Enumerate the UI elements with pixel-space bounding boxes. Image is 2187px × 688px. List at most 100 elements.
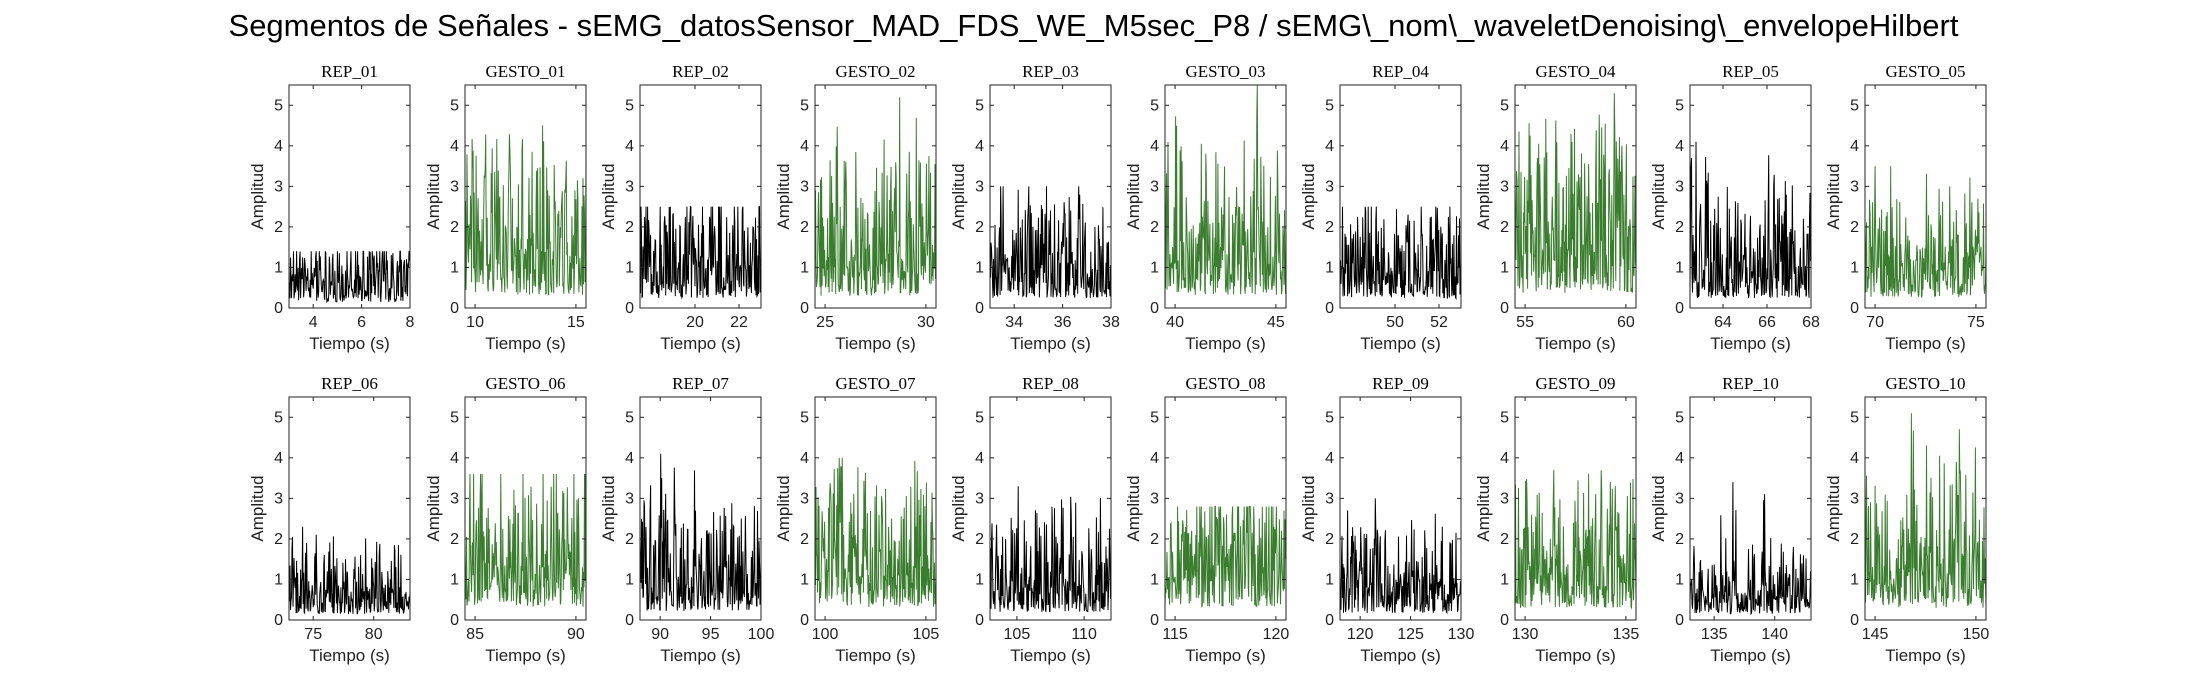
x-axis-label: Tiempo (s)	[485, 646, 566, 665]
y-axis-label: Amplitud	[248, 163, 267, 229]
y-tick-label: 3	[1500, 490, 1509, 507]
x-axis-label: Tiempo (s)	[660, 646, 741, 665]
subplot-rep-10: REP_10 0 1 2 3 4 5 135 140 Tiempo (s) Amplitud	[1649, 374, 1812, 665]
y-tick-label: 0	[274, 300, 283, 317]
signal-line	[464, 125, 587, 296]
x-tick-label: 95	[702, 626, 720, 643]
y-tick-label: 1	[625, 259, 634, 276]
y-axis-label: Amplitud	[424, 475, 443, 541]
y-tick-label: 5	[1500, 409, 1509, 426]
axes-box	[814, 396, 937, 621]
y-tick-label: 3	[1850, 490, 1859, 507]
y-tick-label: 4	[1850, 450, 1859, 467]
y-tick-label: 2	[274, 531, 283, 548]
y-tick-label: 5	[274, 97, 283, 114]
y-tick-label: 1	[1500, 259, 1509, 276]
y-axis-label: Amplitud	[949, 163, 968, 229]
x-tick-label: 115	[1162, 626, 1188, 643]
x-axis-label: Tiempo (s)	[1885, 646, 1966, 665]
x-axis-label: Tiempo (s)	[1185, 646, 1266, 665]
y-tick-label: 4	[1150, 138, 1159, 155]
signal-line	[1514, 469, 1637, 610]
y-tick-label: 0	[1675, 300, 1684, 317]
y-axis-label: Amplitud	[774, 163, 793, 229]
subplot-gesto-10: GESTO_10 0 1 2 3 4 5 145 150 Tiempo (s) Amplitud	[1824, 374, 1989, 665]
x-axis-label: Tiempo (s)	[1535, 334, 1616, 353]
y-tick-label: 2	[1325, 531, 1334, 548]
y-tick-label: 3	[975, 490, 984, 507]
y-tick-label: 2	[1850, 219, 1859, 236]
signal-line	[1164, 84, 1287, 295]
subplot-gesto-07: GESTO_07 0 1 2 3 4 5 100 105 Tiempo (s) Amplitud	[774, 374, 939, 665]
y-tick-label: 3	[625, 178, 634, 195]
y-tick-label: 0	[1150, 300, 1159, 317]
y-tick-label: 4	[1150, 450, 1159, 467]
y-tick-label: 1	[975, 259, 984, 276]
x-tick-label: 25	[816, 314, 834, 331]
x-tick-label: 45	[1267, 314, 1285, 331]
y-tick-label: 3	[274, 178, 283, 195]
x-tick-label: 90	[651, 626, 669, 643]
y-tick-label: 0	[1150, 612, 1159, 629]
x-tick-label: 66	[1758, 314, 1776, 331]
axes-box	[1339, 84, 1462, 309]
y-tick-label: 1	[975, 571, 984, 588]
subplot-title: REP_09	[1372, 374, 1429, 393]
y-tick-label: 3	[625, 490, 634, 507]
y-tick-label: 2	[625, 531, 634, 548]
y-tick-label: 5	[800, 97, 809, 114]
subplot-title: REP_07	[672, 374, 729, 393]
y-tick-label: 3	[1325, 178, 1334, 195]
y-tick-label: 1	[450, 259, 459, 276]
y-tick-label: 0	[800, 300, 809, 317]
subplot-title: GESTO_02	[836, 62, 916, 81]
axes-box	[288, 84, 411, 309]
y-tick-label: 4	[1325, 138, 1334, 155]
y-tick-label: 5	[1675, 97, 1684, 114]
y-tick-label: 5	[274, 409, 283, 426]
x-tick-label: 145	[1862, 626, 1889, 643]
y-tick-label: 2	[1500, 219, 1509, 236]
y-axis-label: Amplitud	[1824, 163, 1843, 229]
y-tick-label: 4	[1500, 138, 1509, 155]
x-axis-label: Tiempo (s)	[835, 334, 916, 353]
x-tick-label: 22	[730, 314, 748, 331]
y-tick-label: 5	[975, 97, 984, 114]
y-tick-label: 1	[1850, 259, 1859, 276]
x-tick-label: 15	[567, 314, 585, 331]
y-tick-label: 2	[975, 219, 984, 236]
subplot-title: REP_04	[1372, 62, 1429, 81]
y-tick-label: 4	[1675, 450, 1684, 467]
y-tick-label: 0	[975, 612, 984, 629]
x-tick-label: 38	[1102, 314, 1120, 331]
y-tick-label: 5	[450, 97, 459, 114]
axes-box	[1689, 396, 1812, 621]
y-tick-label: 2	[625, 219, 634, 236]
y-tick-label: 4	[800, 450, 809, 467]
signal-line	[989, 486, 1112, 613]
y-axis-label: Amplitud	[1124, 475, 1143, 541]
x-tick-label: 105	[1004, 626, 1031, 643]
y-axis-label: Amplitud	[599, 475, 618, 541]
y-tick-label: 0	[975, 300, 984, 317]
y-tick-label: 3	[1325, 490, 1334, 507]
axes-box	[639, 396, 762, 621]
figure-title: Segmentos de Señales - sEMG_datosSensor_…	[228, 8, 1959, 43]
y-tick-label: 3	[1150, 178, 1159, 195]
x-tick-label: 52	[1430, 314, 1448, 331]
y-tick-label: 3	[1850, 178, 1859, 195]
signal-line	[1689, 482, 1812, 616]
signal-line	[989, 186, 1112, 299]
subplot-rep-02: REP_02 0 1 2 3 4 5 20 22 Tiempo (s) Amplitud	[599, 62, 762, 353]
y-tick-label: 2	[1675, 531, 1684, 548]
x-tick-label: 60	[1617, 314, 1635, 331]
y-tick-label: 2	[1500, 531, 1509, 548]
x-axis-label: Tiempo (s)	[485, 334, 566, 353]
y-tick-label: 0	[1500, 612, 1509, 629]
subplot-rep-08: REP_08 0 1 2 3 4 5 105 110 Tiempo (s) Amplitud	[949, 374, 1112, 665]
x-axis-label: Tiempo (s)	[835, 646, 916, 665]
